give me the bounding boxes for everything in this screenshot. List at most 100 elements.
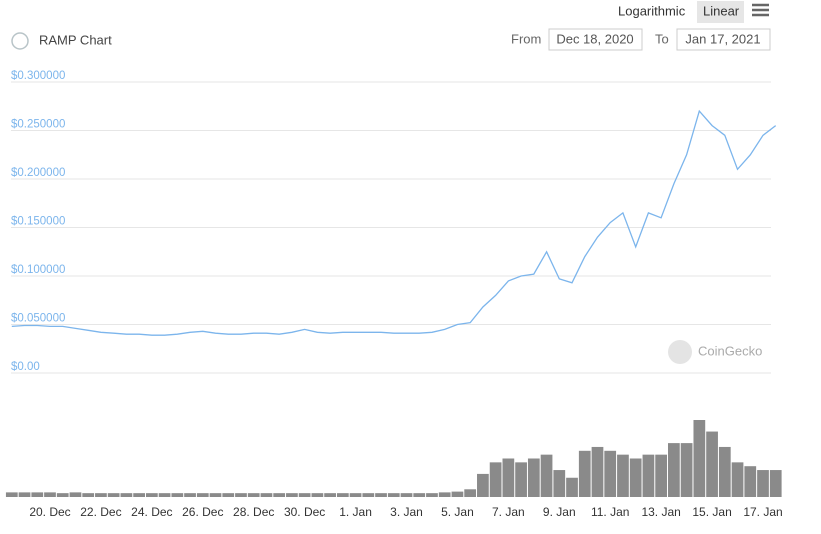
volume-bar bbox=[426, 493, 438, 497]
volume-bar bbox=[731, 462, 744, 497]
volume-bar bbox=[5, 492, 18, 497]
volume-bar bbox=[527, 458, 540, 497]
volume-bar bbox=[120, 493, 133, 497]
volume-bar bbox=[591, 446, 604, 497]
volume-bar bbox=[349, 493, 362, 497]
volume-bar bbox=[477, 473, 489, 497]
volume-bar bbox=[693, 420, 706, 497]
volume-bar bbox=[158, 493, 171, 497]
volume-bar bbox=[311, 493, 324, 497]
to-value[interactable]: Jan 17, 2021 bbox=[685, 31, 760, 46]
volume-bar bbox=[757, 470, 769, 497]
y-tick-label: $0.150000 bbox=[11, 216, 65, 228]
scale-button-label[interactable]: Linear bbox=[703, 3, 740, 18]
from-label: From bbox=[511, 31, 541, 46]
volume-bar bbox=[336, 493, 349, 497]
to-input[interactable] bbox=[676, 28, 771, 51]
to-label: To bbox=[655, 31, 669, 46]
x-tick-label: 1. Jan bbox=[339, 505, 372, 519]
volume-bar bbox=[642, 454, 655, 497]
volume-bar bbox=[718, 446, 731, 497]
x-tick-label: 11. Jan bbox=[591, 505, 629, 519]
volume-bar bbox=[107, 493, 120, 497]
y-tick-label: $0.200000 bbox=[11, 167, 65, 179]
chart-title: RAMP Chart bbox=[39, 32, 112, 47]
volume-bar bbox=[744, 466, 757, 497]
volume-bar bbox=[668, 443, 680, 497]
x-tick-label: 17. Jan bbox=[743, 505, 782, 519]
volume-bar bbox=[604, 450, 617, 497]
y-tick-label: $0.050000 bbox=[11, 313, 65, 325]
volume-bar bbox=[489, 462, 502, 497]
volume-bar bbox=[438, 492, 451, 497]
x-tick-label: 15. Jan bbox=[692, 505, 731, 519]
volume-bar bbox=[502, 458, 515, 497]
scale-button-label[interactable]: Logarithmic bbox=[618, 3, 686, 18]
volume-bar bbox=[706, 431, 718, 497]
x-tick-label: 30. Dec bbox=[284, 505, 325, 519]
volume-bar bbox=[31, 492, 44, 497]
y-tick-label: $0.300000 bbox=[11, 70, 65, 82]
volume-bar bbox=[273, 493, 286, 497]
coin-logo bbox=[11, 32, 29, 50]
volume-bar bbox=[82, 493, 95, 497]
volume-bar bbox=[375, 493, 387, 497]
menu-icon[interactable] bbox=[752, 3, 769, 17]
volume-bar bbox=[400, 493, 413, 497]
y-tick-label: $0.250000 bbox=[11, 119, 65, 131]
volume-bar bbox=[324, 493, 336, 497]
x-tick-label: 22. Dec bbox=[80, 505, 121, 519]
x-tick-label: 24. Dec bbox=[131, 505, 172, 519]
volume-bar bbox=[235, 493, 247, 497]
volume-bar bbox=[184, 493, 196, 497]
y-tick-label: $0.00 bbox=[11, 361, 40, 373]
watermark: CoinGecko bbox=[698, 343, 762, 358]
volume-bar bbox=[44, 492, 56, 497]
volume-bar bbox=[566, 477, 578, 497]
volume-bar bbox=[69, 492, 82, 497]
volume-bar bbox=[540, 454, 553, 497]
from-value[interactable]: Dec 18, 2020 bbox=[556, 31, 633, 46]
volume-bar bbox=[413, 493, 426, 497]
scale-button[interactable] bbox=[612, 1, 694, 23]
x-tick-label: 7. Jan bbox=[492, 505, 525, 519]
volume-bar bbox=[515, 462, 527, 497]
x-tick-label: 3. Jan bbox=[390, 505, 423, 519]
volume-bar bbox=[362, 493, 375, 497]
volume-bar bbox=[95, 493, 107, 497]
volume-bar bbox=[629, 458, 642, 497]
volume-bar bbox=[196, 493, 209, 497]
volume-bar bbox=[553, 470, 566, 497]
volume-bar bbox=[451, 491, 464, 497]
volume-bar bbox=[655, 454, 668, 497]
watermark-logo bbox=[668, 340, 692, 364]
price-line bbox=[11, 109, 777, 336]
volume-bar bbox=[286, 493, 298, 497]
y-tick-label: $0.100000 bbox=[11, 264, 65, 276]
volume-bar bbox=[247, 493, 260, 497]
volume-bar bbox=[387, 493, 400, 497]
volume-bar bbox=[298, 493, 311, 497]
volume-bar bbox=[145, 493, 158, 497]
x-tick-label: 28. Dec bbox=[233, 505, 274, 519]
volume-bar bbox=[209, 493, 222, 497]
volume-bar bbox=[680, 443, 693, 497]
volume-bar bbox=[56, 493, 69, 497]
x-tick-label: 9. Jan bbox=[543, 505, 576, 519]
volume-bar bbox=[171, 493, 184, 497]
volume-bar bbox=[18, 492, 31, 497]
from-input[interactable] bbox=[548, 28, 643, 51]
x-tick-label: 26. Dec bbox=[182, 505, 223, 519]
volume-bar bbox=[769, 470, 782, 497]
volume-bar bbox=[578, 450, 591, 497]
volume-bar bbox=[617, 454, 629, 497]
scale-button[interactable] bbox=[697, 1, 744, 23]
x-tick-label: 5. Jan bbox=[441, 505, 474, 519]
volume-bar bbox=[260, 493, 273, 497]
x-tick-label: 20. Dec bbox=[29, 505, 70, 519]
volume-bar bbox=[133, 493, 145, 497]
volume-bar bbox=[464, 489, 477, 497]
x-tick-label: 13. Jan bbox=[641, 505, 680, 519]
volume-bar bbox=[222, 493, 235, 497]
